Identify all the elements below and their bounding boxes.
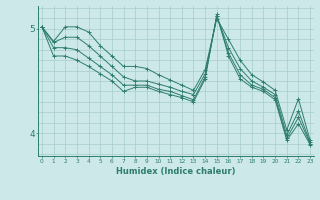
X-axis label: Humidex (Indice chaleur): Humidex (Indice chaleur) xyxy=(116,167,236,176)
